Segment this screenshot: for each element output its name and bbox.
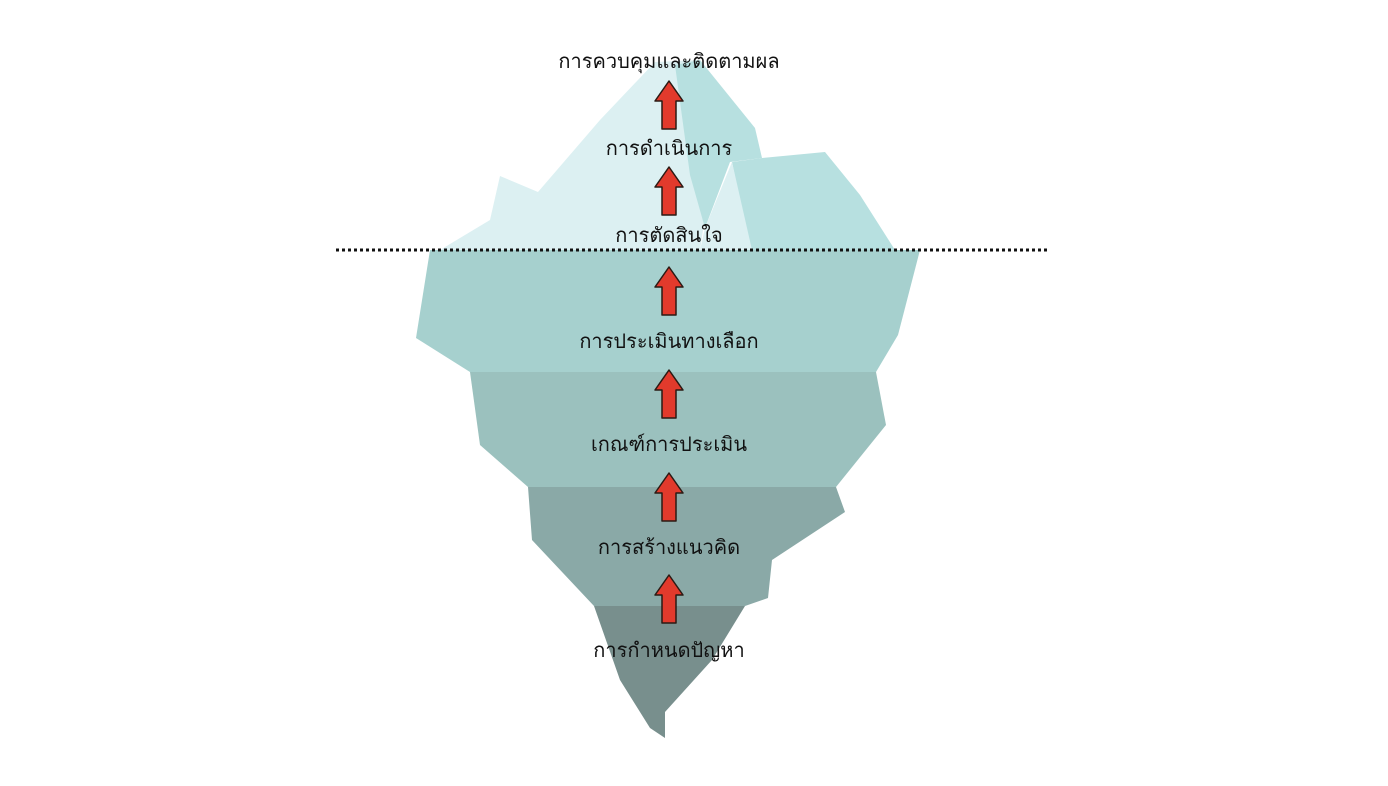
iceberg-layer-3 (528, 487, 845, 606)
iceberg-layer-4 (594, 606, 745, 738)
arrow-icon (654, 80, 684, 130)
step-label-idea-generation: การสร้างแนวคิด (597, 535, 741, 559)
iceberg-tip-left (440, 60, 712, 250)
iceberg-layer-2 (470, 372, 886, 487)
step-label-monitoring: การควบคุมและติดตามผล (558, 49, 780, 73)
step-label-problem-definition: การกำหนดปัญหา (593, 638, 745, 662)
iceberg-tip-facet (700, 162, 752, 250)
arrow-icon (654, 166, 684, 216)
arrow-icon (654, 266, 684, 316)
arrow-icon (654, 369, 684, 419)
arrow-icon (654, 472, 684, 522)
iceberg-tip-right (732, 152, 895, 250)
step-label-evaluate-alternatives: การประเมินทางเลือก (579, 329, 759, 353)
iceberg-tip-center (675, 60, 762, 228)
step-label-evaluation-criteria: เกณฑ์การประเมิน (590, 432, 748, 456)
step-label-implementation: การดำเนินการ (605, 136, 733, 160)
step-label-decision: การตัดสินใจ (615, 223, 723, 247)
arrow-icon (654, 574, 684, 624)
